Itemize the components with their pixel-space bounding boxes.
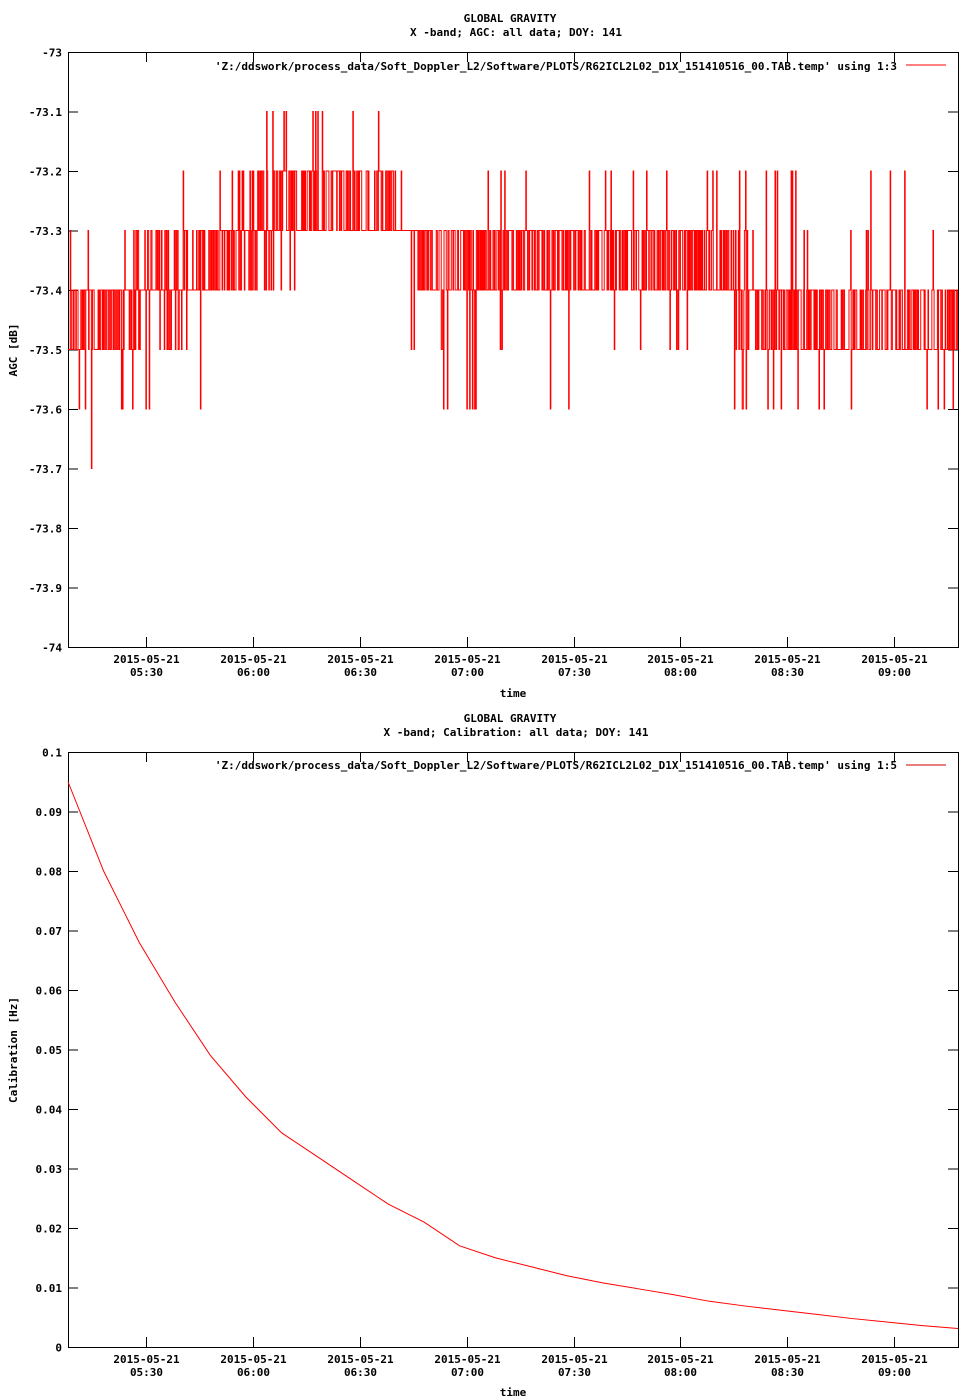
calibration-chart-subtitle: X -band; Calibration: all data; DOY: 141 xyxy=(384,726,649,739)
agc-xtick-time: 07:00 xyxy=(451,666,484,679)
agc-xtick-date: 2015-05-21 xyxy=(434,653,501,666)
agc-xtick-date: 2015-05-21 xyxy=(541,653,608,666)
calibration-ytick-label: 0 xyxy=(55,1342,62,1355)
agc-xtick-date: 2015-05-21 xyxy=(754,653,821,666)
calibration-ytick-label: 0.07 xyxy=(36,925,63,938)
calibration-ytick-label: 0.09 xyxy=(36,806,63,819)
agc-xtick-time: 06:00 xyxy=(237,666,270,679)
calibration-chart-title: GLOBAL GRAVITY xyxy=(464,712,557,725)
agc-chart-panel: GLOBAL GRAVITY X -band; AGC: all data; D… xyxy=(7,12,959,700)
agc-xtick-time: 07:30 xyxy=(558,666,591,679)
agc-ytick-label: -73 xyxy=(42,47,62,60)
agc-xtick-date: 2015-05-21 xyxy=(220,653,287,666)
calibration-ytick-label: 0.06 xyxy=(36,985,63,998)
calibration-ytick-label: 0.02 xyxy=(36,1223,63,1236)
agc-ytick-label: -73.6 xyxy=(29,404,62,417)
agc-ytick-label: -73.5 xyxy=(29,344,62,357)
calibration-series-line xyxy=(67,781,959,1330)
calibration-ytick-label: 0.1 xyxy=(42,747,62,760)
agc-ytick-label: -74 xyxy=(42,642,62,655)
calibration-ytick-label: 0.03 xyxy=(36,1163,63,1176)
calibration-chart-xlabel: time xyxy=(500,1386,527,1399)
agc-xtick-time: 06:30 xyxy=(344,666,377,679)
calibration-plot-frame xyxy=(68,752,959,1348)
calibration-xtick-date: 2015-05-21 xyxy=(647,1353,714,1366)
agc-ytick-label: -73.2 xyxy=(29,166,62,179)
agc-xtick-time: 05:30 xyxy=(130,666,163,679)
calibration-xtick-time: 08:30 xyxy=(771,1366,804,1379)
agc-legend-label: 'Z:/ddswork/process_data/Soft_Doppler_L2… xyxy=(215,60,897,73)
agc-ytick-label: -73.3 xyxy=(29,225,62,238)
agc-xtick-date: 2015-05-21 xyxy=(327,653,394,666)
agc-ytick-label: -73.8 xyxy=(29,523,62,536)
calibration-marks: 0.1 0.09 0.08 0.07 0.06 0.05 0.04 0.03 0.02 0.01 0… xyxy=(36,747,959,1379)
agc-ytick-label: -73.7 xyxy=(29,463,62,476)
agc-chart-ylabel: AGC [dB] xyxy=(7,324,20,377)
calibration-ytick-label: 0.04 xyxy=(36,1104,63,1117)
calibration-ytick-label: 0.08 xyxy=(36,866,63,879)
calibration-xtick-time: 08:00 xyxy=(664,1366,697,1379)
agc-ytick-label: -73.4 xyxy=(29,285,62,298)
agc-marks: -73 -73.1 -73.2 -73.3 -73.4 -73.5 -73.6 -73.7 -7… xyxy=(29,47,958,679)
calibration-xtick-date: 2015-05-21 xyxy=(434,1353,501,1366)
agc-chart-xlabel: time xyxy=(500,687,527,700)
agc-ytick-label: -73.1 xyxy=(29,106,62,119)
agc-ytick-label: -73.9 xyxy=(29,582,62,595)
calibration-xtick-date: 2015-05-21 xyxy=(861,1353,928,1366)
agc-xtick-time: 09:00 xyxy=(878,666,911,679)
agc-xtick-date: 2015-05-21 xyxy=(861,653,928,666)
agc-xtick-date: 2015-05-21 xyxy=(647,653,714,666)
agc-xtick-date: 2015-05-21 xyxy=(113,653,180,666)
calibration-chart-ylabel: Calibration [Hz] xyxy=(7,997,20,1103)
agc-series-line xyxy=(68,111,958,469)
calibration-xtick-time: 06:30 xyxy=(344,1366,377,1379)
calibration-legend-label: 'Z:/ddswork/process_data/Soft_Doppler_L2… xyxy=(215,759,897,772)
calibration-xtick-time: 05:30 xyxy=(130,1366,163,1379)
calibration-xtick-time: 06:00 xyxy=(237,1366,270,1379)
calibration-xtick-date: 2015-05-21 xyxy=(113,1353,180,1366)
agc-chart-title: GLOBAL GRAVITY xyxy=(464,12,557,25)
calibration-chart-panel: GLOBAL GRAVITY X -band; Calibration: all… xyxy=(7,712,959,1399)
calibration-xtick-date: 2015-05-21 xyxy=(541,1353,608,1366)
agc-chart-subtitle: X -band; AGC: all data; DOY: 141 xyxy=(410,26,622,39)
calibration-xtick-date: 2015-05-21 xyxy=(754,1353,821,1366)
calibration-ytick-label: 0.01 xyxy=(36,1282,63,1295)
calibration-xtick-date: 2015-05-21 xyxy=(220,1353,287,1366)
calibration-xtick-time: 07:30 xyxy=(558,1366,591,1379)
calibration-ytick-label: 0.05 xyxy=(36,1044,63,1057)
agc-xtick-time: 08:00 xyxy=(664,666,697,679)
calibration-xtick-time: 07:00 xyxy=(451,1366,484,1379)
agc-xtick-time: 08:30 xyxy=(771,666,804,679)
calibration-xtick-time: 09:00 xyxy=(878,1366,911,1379)
calibration-xtick-date: 2015-05-21 xyxy=(327,1353,394,1366)
